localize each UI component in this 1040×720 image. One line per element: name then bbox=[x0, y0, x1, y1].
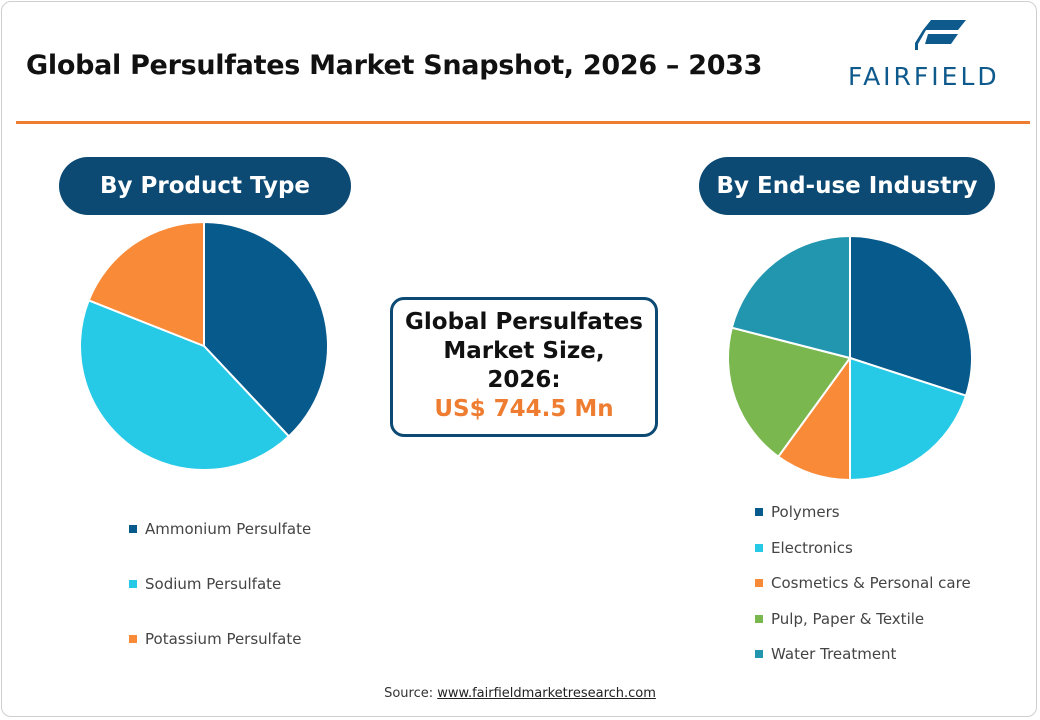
legend-item: Potassium Persulfate bbox=[129, 630, 301, 648]
pie-slice-ammonium-persulfate bbox=[203, 220, 329, 438]
source-link[interactable]: www.fairfieldmarketresearch.com bbox=[437, 686, 656, 701]
legend-item: Water Treatment bbox=[755, 645, 896, 663]
pie-slice-polymers bbox=[849, 234, 973, 397]
pie-slice-sodium-persulfate bbox=[79, 299, 291, 471]
legend-label: Ammonium Persulfate bbox=[145, 520, 312, 538]
logo-mark-icon bbox=[915, 20, 966, 50]
legend-item: Sodium Persulfate bbox=[129, 575, 281, 593]
product-type-pie bbox=[79, 220, 329, 471]
market-size-line3: 2026: bbox=[487, 367, 561, 393]
pie-slice-pulp-paper-textile bbox=[727, 326, 852, 459]
legend-swatch bbox=[755, 579, 763, 587]
legend-swatch bbox=[755, 614, 763, 623]
legend-label: Polymers bbox=[771, 503, 840, 521]
logo-text: FAIRFIELD bbox=[848, 62, 1000, 91]
market-size-box: Global Persulfates Market Size, 2026: US… bbox=[390, 297, 658, 437]
market-size-line2: Market Size, bbox=[443, 338, 605, 364]
pie-slice-water-treatment bbox=[730, 234, 851, 360]
legend-swatch bbox=[129, 580, 137, 588]
legend-swatch bbox=[755, 543, 763, 552]
product-type-heading: By Product Type bbox=[59, 157, 351, 215]
legend-item: Pulp, Paper & Textile bbox=[755, 610, 924, 628]
title-divider bbox=[16, 121, 1030, 124]
legend-item: Electronics bbox=[755, 539, 853, 557]
source-note: Source: www.fairfieldmarketresearch.com bbox=[0, 686, 1040, 701]
legend-item: Cosmetics & Personal care bbox=[755, 574, 971, 592]
legend-swatch bbox=[129, 525, 137, 533]
legend-label: Water Treatment bbox=[771, 645, 897, 663]
legend-label: Cosmetics & Personal care bbox=[771, 574, 971, 592]
page-title: Global Persulfates Market Snapshot, 2026… bbox=[26, 50, 763, 81]
fairfield-logo: FAIRFIELD bbox=[848, 18, 1024, 91]
market-size-value: US$ 744.5 Mn bbox=[434, 396, 614, 422]
legend-label: Potassium Persulfate bbox=[145, 630, 302, 648]
legend-label: Pulp, Paper & Textile bbox=[771, 609, 925, 628]
legend-item: Polymers bbox=[755, 503, 840, 521]
legend-swatch bbox=[129, 635, 137, 643]
source-label: Source: bbox=[384, 686, 434, 701]
market-size-line1: Global Persulfates bbox=[405, 309, 643, 335]
legend-swatch bbox=[755, 650, 763, 658]
pie-slice-cosmetics-personal-care bbox=[776, 354, 851, 482]
legend-label: Sodium Persulfate bbox=[145, 575, 282, 593]
legend-item: Ammonium Persulfate bbox=[129, 520, 311, 538]
legend-swatch bbox=[755, 508, 763, 516]
end-use-pie bbox=[727, 234, 973, 482]
legend-label: Electronics bbox=[771, 538, 853, 557]
pie-slice-potassium-persulfate bbox=[87, 220, 205, 348]
pie-slice-electronics bbox=[849, 356, 968, 482]
end-use-heading: By End-use Industry bbox=[699, 157, 995, 215]
